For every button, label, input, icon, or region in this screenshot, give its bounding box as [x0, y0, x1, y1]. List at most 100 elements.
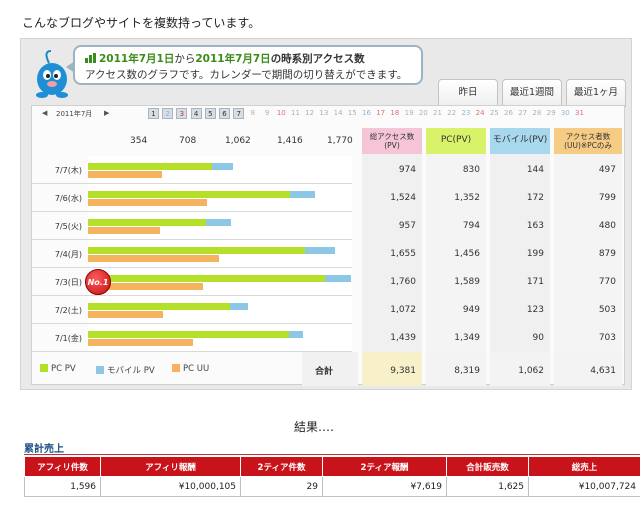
- legend-mobile: モバイル PV: [96, 364, 155, 376]
- calendar-day-5[interactable]: 5: [204, 108, 216, 119]
- bar-mobile-pv: [206, 219, 231, 226]
- calendar-day-26: 26: [504, 109, 513, 117]
- sales-header: 2ティア報酬: [322, 456, 447, 477]
- bar-chart: [88, 156, 352, 352]
- calendar-day-31: 31: [575, 109, 584, 117]
- header-pc: PC(PV): [426, 128, 486, 154]
- sales-header: アフィリ報酬: [100, 456, 241, 477]
- calendar-day-12: 12: [305, 109, 315, 117]
- bar-pc-uu: [88, 283, 203, 290]
- row-date-label: 7/6(水): [54, 194, 82, 203]
- row-date-label: 7/7(木): [54, 166, 82, 175]
- calendar-day-19: 19: [404, 109, 414, 117]
- bar-pc-uu: [88, 311, 164, 318]
- calendar-day-3[interactable]: 3: [176, 108, 188, 119]
- date-start: 2011年7月1日: [99, 53, 175, 65]
- bar-pc-pv: [88, 163, 212, 170]
- row-divider: [32, 323, 352, 324]
- bar-pc-uu: [88, 255, 220, 262]
- cell-uu: 497: [598, 165, 616, 175]
- sales-value: 29: [240, 476, 323, 497]
- legend-swatch-pc: [40, 364, 48, 372]
- calendar-day-6[interactable]: 6: [219, 108, 230, 119]
- header-uu: アクセス者数(UU)※PCのみ: [554, 128, 622, 154]
- cell-mobile: 144: [526, 165, 544, 175]
- calendar-day-7[interactable]: 7: [233, 108, 245, 119]
- total-uu: 4,631: [590, 366, 616, 376]
- legend-pc: PC PV: [40, 364, 76, 374]
- calendar-day-30: 30: [560, 109, 570, 117]
- calendar-day-21: 21: [433, 109, 442, 117]
- cell-pc: 794: [462, 221, 480, 231]
- sales-header: アフィリ件数: [24, 456, 101, 477]
- legend-swatch-mobile: [96, 366, 104, 374]
- axis-tick: 354: [130, 136, 148, 146]
- cell-uu: 503: [598, 305, 616, 315]
- bar-pc-pv: [88, 275, 325, 282]
- row-divider: [32, 239, 352, 240]
- calendar-day-10: 10: [276, 109, 286, 117]
- row-divider: [32, 183, 352, 184]
- calendar-day-11: 11: [291, 109, 300, 117]
- header-bubble: 2011年7月1日から2011年7月7日の時系別アクセス数 アクセス数のグラフで…: [66, 45, 423, 85]
- bar-chart-icon: [85, 53, 96, 63]
- cell-uu: 480: [598, 221, 616, 231]
- calendar-month: 2011年7月: [56, 110, 93, 118]
- row-date-label: 7/3(日): [54, 278, 82, 287]
- sales-title-underline: [24, 454, 640, 455]
- cell-mobile: 90: [532, 333, 544, 343]
- tab-yesterday[interactable]: 昨日: [438, 79, 498, 107]
- cell-pc: 1,349: [454, 333, 480, 343]
- total-pc: 8,319: [454, 366, 480, 376]
- sales-value: ¥10,007,724: [528, 476, 640, 497]
- sales-title: 累計売上: [24, 444, 64, 455]
- date-end: 2011年7月7日: [195, 53, 271, 65]
- bar-mobile-pv: [289, 331, 303, 338]
- calendar-day-22: 22: [447, 109, 457, 117]
- legend-uu: PC UU: [172, 364, 209, 374]
- sales-value-row: 1,596 ¥10,000,105 29 ¥7,619 1,625 ¥10,00…: [24, 476, 640, 497]
- from-text: から: [174, 53, 196, 65]
- calendar-day-18: 18: [390, 109, 400, 117]
- chart-area: ◀ 2011年7月 ▶ 1 2 3 4 5 6 7 8 9 10 11 12 13 14 15 16 17 18 1…: [31, 105, 625, 386]
- cell-mobile: 171: [526, 277, 544, 287]
- calendar-day-17: 17: [376, 109, 386, 117]
- calendar-day-2[interactable]: 2: [162, 108, 174, 119]
- cell-pc: 1,589: [454, 277, 480, 287]
- cell-total: 1,072: [390, 305, 416, 315]
- row-divider: [32, 295, 352, 296]
- cell-total: 974: [398, 165, 416, 175]
- cell-mobile: 199: [526, 249, 544, 259]
- bar-mobile-pv: [211, 163, 234, 170]
- calendar-day-28: 28: [532, 109, 542, 117]
- sales-value: 1,625: [446, 476, 529, 497]
- calendar-day-9: 9: [264, 109, 270, 117]
- bar-pc-uu: [88, 227, 160, 234]
- intro-text: こんなブログやサイトを複数持っています。: [22, 16, 261, 30]
- no1-badge: No.1: [85, 269, 111, 295]
- tab-last-month[interactable]: 最近1ヶ月: [566, 79, 626, 107]
- calendar-day-14: 14: [333, 109, 343, 117]
- description: アクセス数のグラフです。カレンダーで期間の切り替えができます。: [85, 69, 408, 81]
- cell-total: 1,439: [390, 333, 416, 343]
- row-date-label: 7/5(火): [54, 222, 82, 231]
- tab-last-week[interactable]: 最近1週間: [502, 79, 562, 107]
- cell-total: 1,655: [390, 249, 416, 259]
- title-suffix: の時系別アクセス数: [270, 53, 365, 65]
- calendar-day-1[interactable]: 1: [148, 108, 159, 119]
- cell-mobile: 123: [526, 305, 544, 315]
- cell-total: 1,524: [390, 193, 416, 203]
- row-date-label: 7/4(月): [54, 250, 82, 259]
- next-month-icon[interactable]: ▶: [104, 109, 110, 117]
- calendar-day-4[interactable]: 4: [190, 108, 202, 119]
- cell-mobile: 163: [526, 221, 544, 231]
- prev-month-icon[interactable]: ◀: [42, 109, 48, 117]
- sales-value: ¥7,619: [322, 476, 447, 497]
- mascot-icon: [36, 50, 68, 98]
- cell-pc: 1,456: [454, 249, 480, 259]
- row-divider: [32, 267, 352, 268]
- header-total: 総アクセス数(PV): [362, 128, 422, 154]
- cell-pc: 949: [462, 305, 480, 315]
- header-mobile: モバイル(PV): [490, 128, 550, 154]
- cell-uu: 703: [598, 333, 616, 343]
